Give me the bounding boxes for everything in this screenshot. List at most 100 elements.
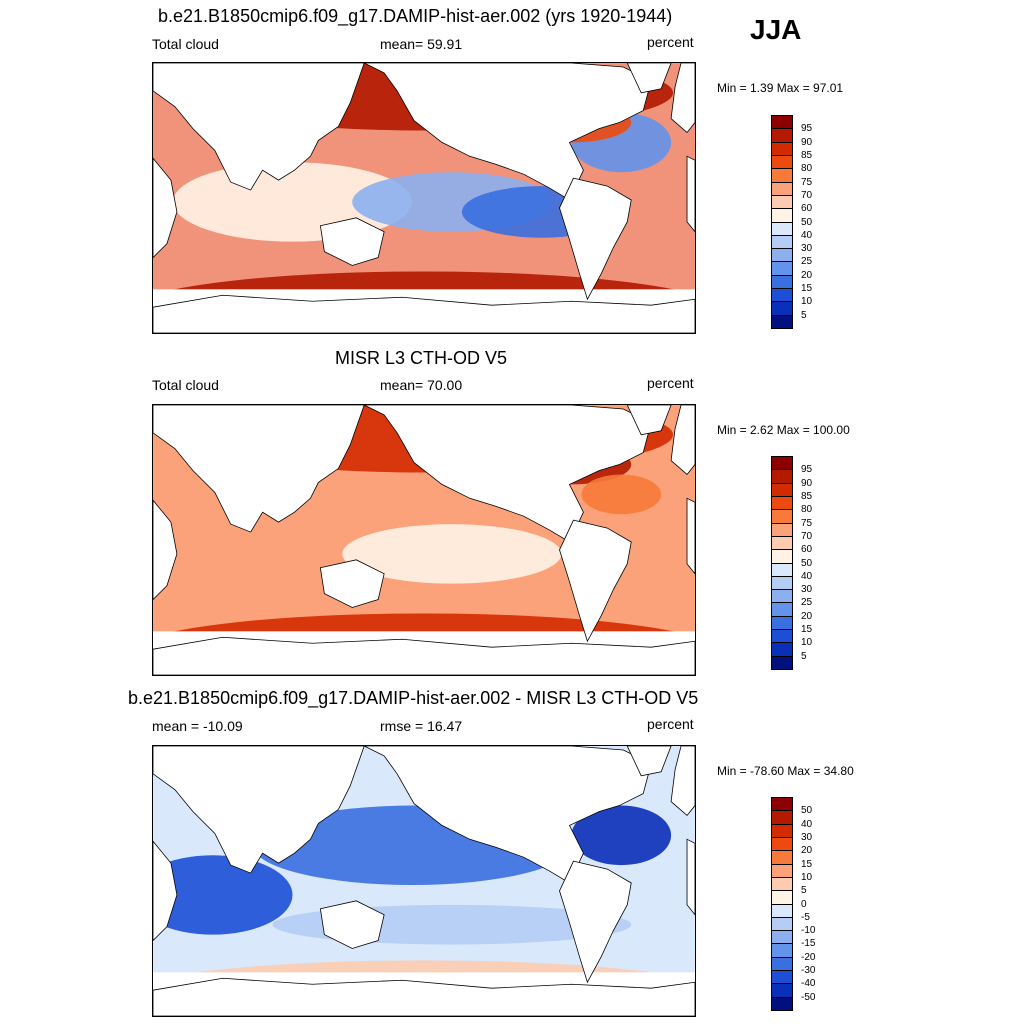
australia-outline bbox=[319, 900, 385, 949]
south-america-outline bbox=[559, 177, 632, 301]
colorbar-swatch bbox=[771, 194, 793, 210]
africa-west-outline bbox=[153, 840, 178, 942]
map-canvas bbox=[153, 405, 695, 675]
colorbar-tick-label: 5 bbox=[801, 650, 807, 662]
south-america-outline bbox=[559, 519, 632, 643]
africa-west-outline bbox=[153, 499, 178, 601]
colorbar-tick-label: 40 bbox=[801, 229, 813, 241]
colorbar-tick-label: 75 bbox=[801, 176, 813, 188]
africa-outline bbox=[686, 155, 695, 233]
colorbar-tick-label: -30 bbox=[801, 965, 816, 977]
colorbar-tick-label: 30 bbox=[801, 243, 813, 255]
colorbar-tick-label: 50 bbox=[801, 805, 813, 817]
cloud-field-region bbox=[153, 855, 293, 935]
eurasia-east-outline bbox=[670, 746, 695, 817]
colorbar-swatch bbox=[771, 141, 793, 156]
colorbar-swatch bbox=[771, 301, 793, 316]
season-label: JJA bbox=[750, 14, 802, 45]
colorbar-tick-label: 30 bbox=[801, 831, 813, 843]
eurasia-east-outline bbox=[670, 405, 695, 476]
colorbar-swatch bbox=[771, 956, 793, 972]
colorbar-tick-label: 95 bbox=[801, 123, 813, 135]
colorbar-tick-label: 85 bbox=[801, 490, 813, 502]
panel-3-rmse-label: rmse = 16.47 bbox=[380, 718, 463, 734]
colorbar-swatch bbox=[771, 456, 793, 471]
south-america-outline bbox=[559, 860, 632, 984]
colorbar-swatch bbox=[771, 288, 793, 303]
colorbar-tick-label: 80 bbox=[801, 504, 813, 516]
colorbar-swatch bbox=[771, 154, 793, 170]
colorbar-swatch bbox=[771, 810, 793, 825]
colorbar-tick-label: 50 bbox=[801, 216, 813, 228]
colorbar-swatch bbox=[771, 509, 793, 524]
colorbar-swatch bbox=[771, 903, 793, 918]
colorbar-swatch bbox=[771, 314, 793, 329]
colorbar-tick-label: 15 bbox=[801, 624, 813, 636]
colorbar-swatch bbox=[771, 916, 793, 932]
panel-2-title: MISR L3 CTH-OD V5 bbox=[335, 348, 508, 368]
colorbar-swatch bbox=[771, 970, 793, 985]
panel-2-units-label: percent bbox=[647, 375, 694, 391]
panel-1-colorbar: 95 90 85 80 75 70 60 50 40 30 25 20 15 10 5 bbox=[771, 115, 812, 329]
greenland-outline bbox=[626, 746, 672, 777]
colorbar-tick-label: 40 bbox=[801, 818, 813, 830]
antarctica-outline bbox=[153, 294, 695, 333]
colorbar-tick-label: 40 bbox=[801, 570, 813, 582]
eurasia-outline bbox=[153, 405, 365, 533]
colorbar-swatch bbox=[771, 562, 793, 577]
colorbar-tick-label: -40 bbox=[801, 978, 816, 990]
panel-1-mean-label: mean= 59.91 bbox=[380, 36, 463, 52]
colorbar-tick-label: 60 bbox=[801, 544, 813, 556]
colorbar-tick-label: 10 bbox=[801, 637, 813, 649]
australia-outline bbox=[319, 559, 385, 608]
colorbar-swatch bbox=[771, 836, 793, 852]
colorbar-tick-label: 90 bbox=[801, 477, 813, 489]
colorbar-swatch bbox=[771, 823, 793, 838]
panel-3-map bbox=[152, 745, 696, 1017]
colorbar-swatch bbox=[771, 549, 793, 564]
colorbar-tick-label: 15 bbox=[801, 858, 813, 870]
colorbar-swatch bbox=[771, 642, 793, 657]
colorbar-swatch bbox=[771, 983, 793, 998]
colorbar-tick-label: 60 bbox=[801, 203, 813, 215]
colorbar-tick-label: 70 bbox=[801, 189, 813, 201]
colorbar-swatch bbox=[771, 495, 793, 511]
panel-2-map bbox=[152, 404, 696, 676]
panel-3-minmax: Min = -78.60 Max = 34.80 bbox=[717, 764, 854, 778]
colorbar-tick-label: 25 bbox=[801, 597, 813, 609]
colorbar-swatch bbox=[771, 522, 793, 537]
australia-outline bbox=[319, 217, 385, 266]
panel-1-map bbox=[152, 62, 696, 334]
panel-3-title: b.e21.B1850cmip6.f09_g17.DAMIP-hist-aer.… bbox=[128, 688, 699, 708]
greenland-outline bbox=[626, 63, 672, 94]
colorbar-swatch bbox=[771, 221, 793, 236]
colorbar-tick-label: 70 bbox=[801, 530, 813, 542]
cloud-field-region bbox=[571, 805, 672, 866]
colorbar-swatch bbox=[771, 615, 793, 631]
panel-1-units-label: percent bbox=[647, 34, 694, 50]
colorbar-swatch bbox=[771, 876, 793, 892]
colorbar-tick-label: 80 bbox=[801, 163, 813, 175]
colorbar-swatch bbox=[771, 575, 793, 591]
colorbar-swatch bbox=[771, 996, 793, 1011]
colorbar-swatch bbox=[771, 115, 793, 130]
colorbar-tick-label: 85 bbox=[801, 149, 813, 161]
map-canvas bbox=[153, 63, 695, 333]
panel-2-minmax: Min = 2.62 Max = 100.00 bbox=[717, 423, 850, 437]
colorbar-swatch bbox=[771, 482, 793, 497]
colorbar-tick-label: 15 bbox=[801, 283, 813, 295]
colorbar-tick-label: -10 bbox=[801, 925, 816, 937]
africa-outline bbox=[686, 838, 695, 916]
colorbar-swatch bbox=[771, 655, 793, 670]
antarctica-outline bbox=[153, 636, 695, 675]
panel-3-mean-label: mean = -10.09 bbox=[152, 718, 243, 734]
colorbar-tick-label: 75 bbox=[801, 517, 813, 529]
colorbar-swatch bbox=[771, 890, 793, 905]
colorbar-swatch bbox=[771, 234, 793, 250]
colorbar-swatch bbox=[771, 930, 793, 945]
colorbar-swatch bbox=[771, 181, 793, 196]
eurasia-outline bbox=[153, 63, 365, 191]
africa-west-outline bbox=[153, 157, 178, 259]
africa-outline bbox=[686, 497, 695, 575]
colorbar-tick-label: -20 bbox=[801, 951, 816, 963]
